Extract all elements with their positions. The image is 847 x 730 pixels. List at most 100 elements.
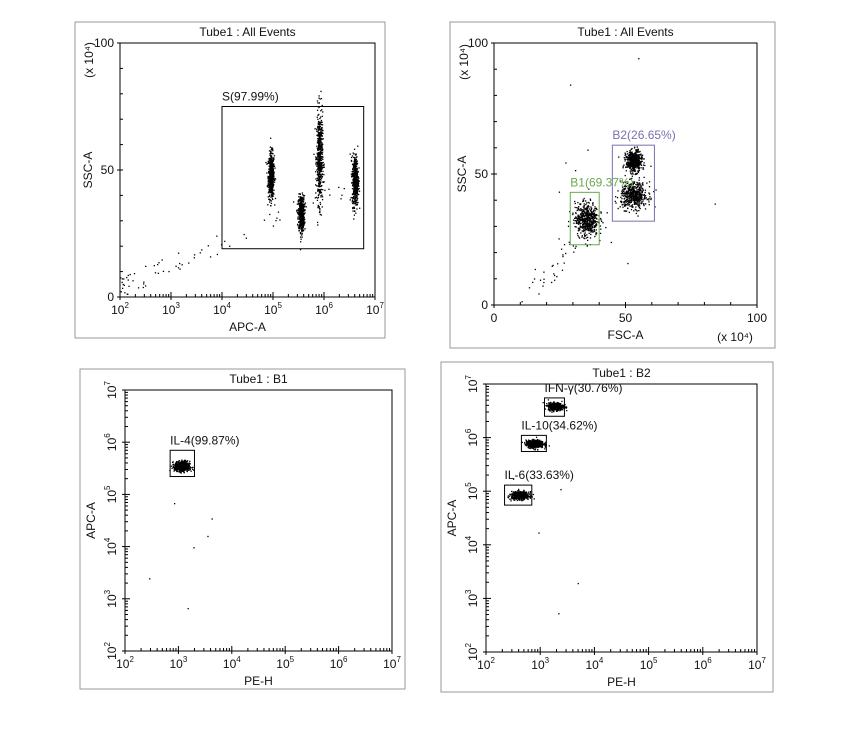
cluster-3-point (317, 141, 319, 143)
cluster-1-point (273, 183, 275, 186)
cluster-2-point (641, 183, 643, 185)
cluster-3-point (319, 210, 321, 212)
cluster-1-point (586, 223, 589, 225)
cluster-2-point (297, 200, 299, 203)
cluster-2-point (302, 226, 304, 229)
cluster-1-point (587, 209, 589, 212)
cluster-3-point (634, 153, 637, 155)
event-point (158, 262, 160, 264)
cluster-1-point (185, 465, 187, 467)
x-axis-label: FSC-A (608, 328, 644, 342)
cluster-1-point (180, 469, 182, 471)
cluster-3-point (318, 177, 320, 179)
cluster-1-point (268, 171, 270, 173)
cluster-1-point (179, 467, 181, 469)
cluster-1-point (271, 159, 273, 161)
event-point (120, 291, 122, 293)
cluster-2-point (299, 218, 301, 221)
cluster-3-point (634, 165, 636, 167)
cluster-1-point (271, 184, 274, 186)
cluster-2-point (296, 223, 299, 226)
cluster-2-point (630, 178, 633, 180)
cluster-2-point (637, 186, 639, 188)
cluster-1-point (175, 464, 177, 466)
cluster-3-point (628, 159, 631, 161)
cluster-1-point (267, 184, 269, 187)
cluster-1-point (269, 137, 272, 139)
x-tick-label: 105 (264, 301, 282, 317)
cluster-3-point (318, 192, 321, 194)
cluster-1-point (577, 216, 579, 218)
cluster-3-point (629, 166, 632, 169)
cluster-2-point (640, 199, 642, 201)
cluster-3-point (320, 119, 323, 122)
cluster-3-point (632, 157, 634, 159)
cluster-2-point (633, 198, 636, 201)
cluster-1-point (172, 464, 174, 466)
cluster-3-point (319, 201, 321, 204)
gate-1-label: B1(69.37%) (570, 175, 633, 189)
cluster-2-point (624, 204, 627, 206)
cluster-1-point (270, 191, 273, 193)
cluster-1-point (270, 170, 272, 172)
cluster-1-point (580, 226, 583, 228)
cluster-3-point (319, 158, 322, 161)
cluster-1-point (184, 463, 186, 465)
cluster-1-point (590, 229, 593, 232)
cluster-1-point (577, 209, 579, 211)
cluster-3-point (631, 153, 633, 155)
cluster-3-point (640, 157, 642, 159)
cluster-2-point (301, 220, 303, 222)
cluster-2-point (624, 205, 626, 207)
cluster-3-point (318, 151, 320, 154)
cluster-1-point (190, 470, 192, 472)
cluster-1-point (578, 227, 581, 230)
cluster-3-point (629, 151, 632, 154)
cluster-1-point (270, 151, 272, 154)
cluster-4-point (353, 184, 355, 186)
cluster-2-point (644, 197, 646, 200)
cluster-2-point (302, 200, 304, 202)
cluster-3-point (634, 164, 636, 166)
event-point (550, 281, 553, 284)
cluster-2-point (300, 217, 302, 219)
cluster-1-point (577, 223, 580, 225)
cluster-3-point (627, 164, 630, 166)
cluster-4-point (357, 181, 360, 183)
cluster-1-point (579, 209, 581, 212)
cluster-2-point (644, 189, 647, 191)
cluster-4-point (353, 180, 355, 182)
cluster-1-point (546, 403, 548, 405)
cluster-4-point (356, 195, 358, 197)
cluster-3-point (316, 169, 318, 171)
cluster-3-point (632, 166, 635, 168)
cluster-3-point (636, 155, 638, 157)
cluster-3-point (319, 160, 321, 162)
cluster-3-point (318, 157, 320, 160)
cluster-2-point (625, 195, 627, 197)
cluster-3-point (320, 128, 322, 130)
cluster-3-point (636, 165, 639, 168)
cluster-3-point (319, 163, 321, 165)
cluster-2-point (636, 183, 639, 185)
cluster-1-point (593, 222, 595, 224)
cluster-3-point (318, 156, 321, 159)
cluster-2-point (302, 205, 304, 207)
cluster-3-point (319, 165, 321, 167)
cluster-4-point (356, 186, 358, 188)
cluster-2-point (636, 192, 638, 195)
cluster-4-point (352, 172, 354, 174)
y-tick-label: 107 (103, 381, 119, 399)
event-point (340, 198, 342, 200)
cluster-2-point (642, 194, 645, 196)
cluster-1-point (170, 465, 172, 467)
cluster-1-point (585, 208, 588, 210)
cluster-2-point (302, 230, 304, 232)
cluster-4-point (355, 172, 357, 175)
cluster-4-point (356, 175, 358, 177)
cluster-1-point (585, 218, 587, 220)
cluster-2-point (297, 202, 300, 204)
cluster-3-point (321, 157, 323, 160)
cluster-1-point (582, 208, 584, 211)
cluster-2-point (646, 182, 648, 184)
